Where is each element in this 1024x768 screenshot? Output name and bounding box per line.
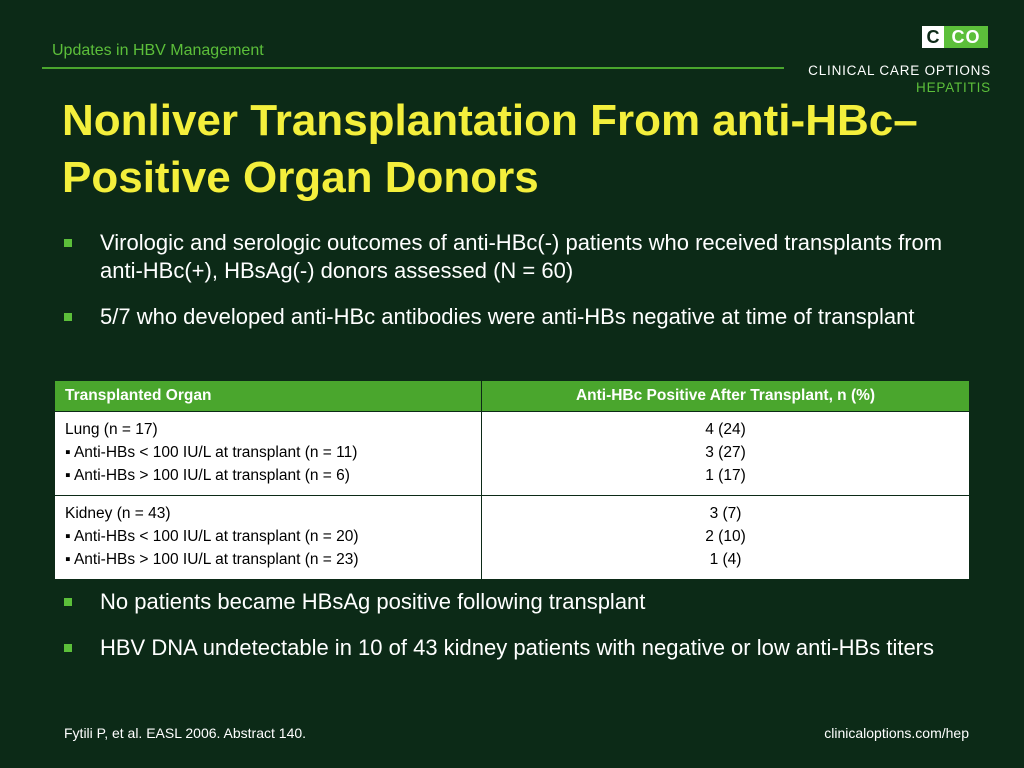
column-header-anti-hbc: Anti-HBc Positive After Transplant, n (%… <box>481 380 970 412</box>
column-header-organ: Transplanted Organ <box>54 380 482 412</box>
bullet-list-bottom: No patients became HBsAg positive follow… <box>62 588 962 680</box>
value-total: 4 (24) <box>705 421 746 438</box>
value-subgroup: 3 (27) <box>705 444 746 461</box>
brand-block: CLINICAL CARE OPTIONS HEPATITIS <box>808 62 991 96</box>
value-subgroup: 1 (17) <box>705 467 746 484</box>
outcomes-table: Transplanted Organ Anti-HBc Positive Aft… <box>54 380 970 580</box>
bullet-item: 5/7 who developed anti-HBc antibodies we… <box>62 303 962 331</box>
organ-cell: Kidney (n = 43) ▪ Anti-HBs < 100 IU/L at… <box>54 495 482 580</box>
organ-cell: Lung (n = 17) ▪ Anti-HBs < 100 IU/L at t… <box>54 411 482 496</box>
organ-subgroup: ▪ Anti-HBs > 100 IU/L at transplant (n =… <box>65 551 359 568</box>
citation: Fytili P, et al. EASL 2006. Abstract 140… <box>64 725 307 741</box>
logo-letters-co: CO <box>944 26 988 48</box>
organ-label: Kidney (n = 43) <box>65 505 171 522</box>
table-row: Kidney (n = 43) ▪ Anti-HBs < 100 IU/L at… <box>54 495 970 580</box>
value-cell: 4 (24) 3 (27) 1 (17) <box>481 411 970 496</box>
value-subgroup: 2 (10) <box>705 528 746 545</box>
value-subgroup: 1 (4) <box>709 551 742 568</box>
bullet-item: No patients became HBsAg positive follow… <box>62 588 962 616</box>
organ-subgroup: ▪ Anti-HBs < 100 IU/L at transplant (n =… <box>65 444 358 461</box>
value-cell: 3 (7) 2 (10) 1 (4) <box>481 495 970 580</box>
brand-name: CLINICAL CARE OPTIONS <box>808 63 991 78</box>
header-divider <box>42 67 784 69</box>
value-total: 3 (7) <box>709 505 742 522</box>
bullet-text: Virologic and serologic outcomes of anti… <box>100 230 943 283</box>
logo-letter-c: C <box>922 26 944 48</box>
table-header-row: Transplanted Organ Anti-HBc Positive Aft… <box>54 380 970 412</box>
footer-url: clinicaloptions.com/hep <box>824 725 969 741</box>
bullet-text: No patients became HBsAg positive follow… <box>100 589 646 614</box>
bullet-item: HBV DNA undetectable in 10 of 43 kidney … <box>62 634 962 662</box>
bullet-item: Virologic and serologic outcomes of anti… <box>62 229 962 285</box>
cco-logo: C CO <box>922 26 988 48</box>
bullet-square-icon <box>64 598 72 606</box>
bullet-text: 5/7 who developed anti-HBc antibodies we… <box>100 304 915 329</box>
brand-subtitle: HEPATITIS <box>916 80 991 95</box>
bullet-square-icon <box>64 644 72 652</box>
bullet-square-icon <box>64 313 72 321</box>
bullet-text: HBV DNA undetectable in 10 of 43 kidney … <box>100 635 935 660</box>
organ-subgroup: ▪ Anti-HBs < 100 IU/L at transplant (n =… <box>65 528 359 545</box>
organ-subgroup: ▪ Anti-HBs > 100 IU/L at transplant (n =… <box>65 467 350 484</box>
bullet-list-top: Virologic and serologic outcomes of anti… <box>62 229 962 349</box>
section-title: Updates in HBV Management <box>52 42 264 59</box>
bullet-square-icon <box>64 239 72 247</box>
organ-label: Lung (n = 17) <box>65 421 158 438</box>
slide-title: Nonliver Transplantation From anti-HBc–P… <box>62 96 918 202</box>
table-row: Lung (n = 17) ▪ Anti-HBs < 100 IU/L at t… <box>54 411 970 496</box>
